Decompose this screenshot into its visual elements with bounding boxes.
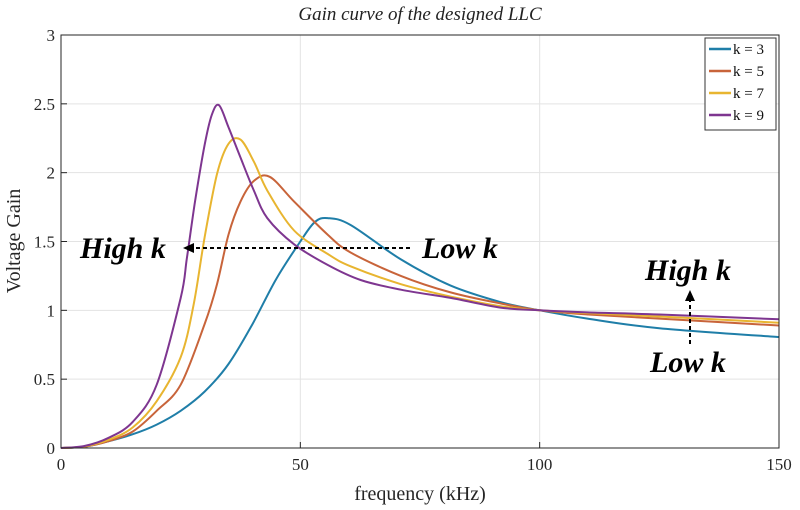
- x-tick-label: 0: [57, 455, 66, 474]
- y-tick-label: 2.5: [34, 95, 55, 114]
- tick-labels: 0 50 100 150 0 0.5 1 1.5 2 2.5 3: [34, 26, 792, 474]
- y-tick-label: 0: [47, 439, 56, 458]
- legend-label: k = 5: [733, 64, 764, 80]
- annotation-right-high-k: High k: [644, 254, 731, 287]
- arrow-head-up-icon: [685, 290, 695, 301]
- x-tick-label: 150: [766, 455, 792, 474]
- legend-box: [704, 37, 777, 131]
- x-tick-label: 50: [292, 455, 309, 474]
- series-line-k3: [60, 216, 780, 449]
- legend: k = 3 k = 5 k = 7 k = 9: [704, 37, 777, 131]
- y-tick-label: 2: [47, 164, 56, 183]
- y-tick-label: 3: [47, 26, 56, 45]
- series-line-k5: [60, 174, 780, 449]
- annotation-right-low-k: Low k: [649, 346, 726, 379]
- legend-label: k = 7: [733, 86, 764, 102]
- series-line-k9: [60, 103, 780, 449]
- legend-label: k = 9: [733, 108, 764, 124]
- y-tick-label: 1: [47, 301, 56, 320]
- legend-label: k = 3: [733, 42, 764, 58]
- grid: [60, 34, 780, 449]
- x-axis-label: frequency (kHz): [354, 483, 486, 505]
- x-tick-label: 100: [527, 455, 553, 474]
- y-tick-label: 1.5: [34, 233, 55, 252]
- annotation-left-high-k: High k: [79, 232, 166, 265]
- y-tick-label: 0.5: [34, 370, 55, 389]
- arrow-head-left-icon: [183, 243, 194, 253]
- annotation-left-low-k: Low k: [421, 232, 498, 265]
- series-lines: [60, 103, 780, 449]
- y-axis-label: Voltage Gain: [3, 189, 25, 294]
- chart-title: Gain curve of the designed LLC: [298, 4, 542, 25]
